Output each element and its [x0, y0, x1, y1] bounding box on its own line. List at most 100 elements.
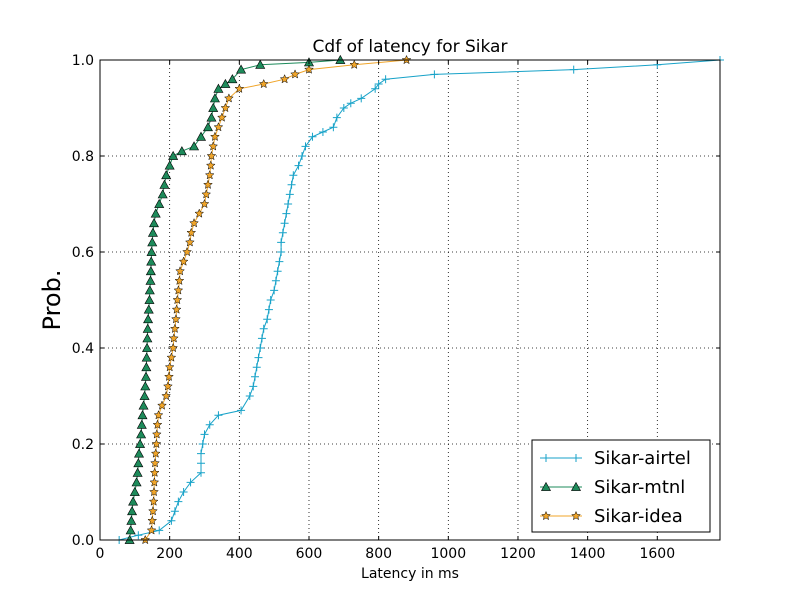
sikar-airtel-point — [271, 276, 280, 285]
sikar-airtel-point — [280, 219, 289, 228]
legend: Sikar-airtel Sikar-mtnl Sikar-idea — [531, 439, 711, 533]
sikar-airtel-point — [287, 180, 296, 189]
series-layer — [115, 54, 724, 545]
sikar-idea-point — [223, 93, 234, 103]
sikar-airtel-point — [346, 99, 355, 108]
sikar-airtel-point — [251, 372, 259, 381]
sikar-mtnl-point — [139, 390, 150, 400]
sikar-mtnl-point — [129, 486, 140, 496]
sikar-mtnl-point — [147, 227, 158, 237]
sikar-mtnl-point — [176, 146, 187, 156]
sikar-airtel-point — [197, 459, 206, 468]
sikar-mtnl-point — [144, 285, 155, 295]
sikar-idea-point — [152, 419, 163, 429]
sikar-airtel-point — [430, 70, 439, 79]
x-tick-label: 800 — [365, 546, 392, 562]
chart-title: Cdf of latency for Sikar — [313, 37, 508, 57]
sikar-airtel-point — [200, 430, 209, 439]
sikar-mtnl-point — [143, 304, 154, 314]
sikar-idea-point — [182, 246, 192, 257]
sikar-mtnl-point — [140, 381, 151, 391]
sikar-airtel-point — [256, 344, 265, 352]
sikar-mtnl-point — [206, 112, 217, 122]
sikar-idea-point — [213, 122, 224, 132]
sikar-airtel-point — [371, 84, 380, 93]
sikar-idea-point — [304, 64, 314, 74]
legend-label-sikar-airtel: Sikar-airtel — [594, 448, 691, 469]
sikar-airtel-point — [197, 468, 206, 477]
sikar-idea-point — [205, 160, 216, 170]
sikar-mtnl-point — [150, 208, 161, 218]
sikar-mtnl-point — [146, 256, 157, 266]
sikar-idea-point — [279, 74, 290, 84]
sikar-mtnl-point — [144, 294, 155, 304]
sikar-idea-point — [171, 304, 182, 314]
sikar-mtnl-point — [138, 400, 149, 410]
y-tick-label: 0.2 — [72, 437, 94, 453]
sikar-mtnl-point — [202, 122, 213, 132]
sikar-airtel-point — [285, 190, 294, 199]
series-sikar-mtnl — [124, 54, 346, 544]
tick-layer: 0 200 400 600 800 1000 1200 1400 1600 0.0 0.2 0.4 0.… — [72, 53, 720, 562]
sikar-mtnl-point — [154, 198, 165, 208]
sikar-airtel-point — [205, 420, 214, 429]
sikar-mtnl-point — [134, 448, 145, 458]
sikar-airtel-point — [357, 94, 366, 103]
legend-marker-sikar-idea — [571, 510, 581, 521]
y-tick-label: 0.6 — [72, 245, 94, 261]
sikar-airtel-point — [270, 286, 279, 295]
sikar-idea-point — [206, 150, 217, 161]
legend-marker-sikar-airtel — [542, 454, 550, 462]
sikar-idea-point — [174, 275, 185, 285]
sikar-mtnl-point — [141, 352, 152, 362]
x-tick-label: 200 — [156, 546, 183, 562]
sikar-mtnl-point — [148, 218, 159, 228]
sikar-idea-point — [149, 467, 160, 477]
sikar-airtel-point — [170, 507, 179, 516]
sikar-idea-point — [210, 131, 220, 141]
sikar-idea-point — [163, 381, 173, 391]
sikar-idea-point — [349, 59, 360, 69]
legend-label-sikar-mtnl: Sikar-mtnl — [594, 477, 685, 498]
sikar-mtnl-point — [227, 74, 238, 84]
sikar-idea-point — [147, 515, 158, 525]
sikar-idea-point — [161, 390, 172, 401]
sikar-airtel-point — [339, 104, 348, 112]
sikar-mtnl-point — [208, 102, 219, 112]
sikar-idea-point — [169, 323, 180, 333]
sikar-mtnl-point — [140, 371, 151, 381]
x-tick-label: 400 — [226, 546, 253, 562]
sikar-airtel-point — [264, 305, 273, 314]
sikar-idea-point — [168, 333, 179, 343]
sikar-airtel-point — [155, 526, 164, 535]
sikar-mtnl-point — [220, 78, 231, 88]
sikar-airtel-point — [134, 531, 143, 540]
series-sikar-airtel — [115, 56, 724, 544]
sikar-airtel-point — [179, 488, 188, 496]
sikar-mtnl-point — [236, 64, 247, 74]
sikar-idea-point — [172, 294, 183, 305]
sikar-mtnl-point — [255, 59, 266, 69]
sikar-airtel-point — [257, 334, 266, 343]
sikar-idea-point — [150, 448, 161, 458]
legend-marker-sikar-airtel — [572, 454, 580, 462]
sikar-airtel-point — [374, 80, 383, 88]
sikar-airtel-point — [214, 411, 223, 420]
sikar-idea-point — [151, 438, 162, 449]
sikar-idea-point — [290, 69, 300, 79]
sikar-idea-point — [166, 352, 177, 362]
sikar-idea-point — [153, 410, 164, 420]
sikar-mtnl-point — [137, 410, 148, 420]
series-sikar-idea — [140, 54, 412, 545]
sikar-airtel-point — [277, 238, 286, 247]
y-tick-label: 0.8 — [72, 149, 94, 165]
plot-frame — [99, 59, 721, 541]
sikar-airtel-point — [252, 363, 261, 372]
sikar-airtel-point — [308, 132, 317, 141]
sikar-airtel-point — [298, 152, 307, 160]
sikar-airtel-point — [275, 257, 284, 266]
legend-marker-sikar-mtnl — [540, 481, 552, 491]
sikar-mtnl-point — [213, 83, 224, 93]
